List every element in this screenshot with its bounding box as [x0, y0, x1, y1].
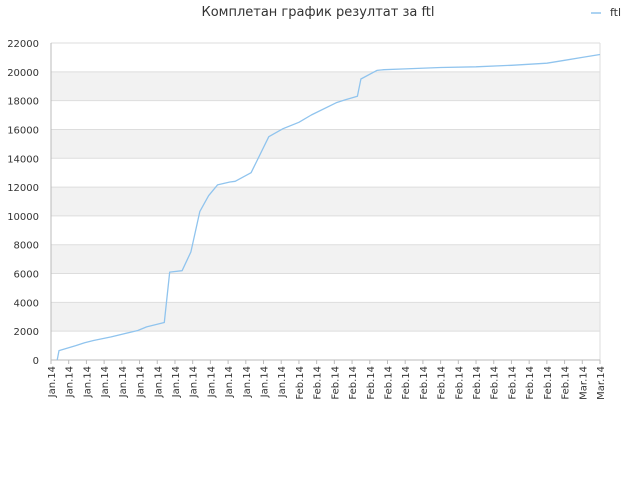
plot-bands: [51, 43, 600, 360]
y-tick-labels: 0 2000 4000 6000 8000 10000 12000 14000 16000 180…: [7, 39, 39, 367]
plot-band: [51, 302, 600, 332]
x-tick-label: Jan.14: [242, 366, 253, 398]
legend-label-ftl: ftl: [610, 6, 621, 19]
series-line-ftl: [56, 53, 601, 361]
plot-band: [51, 129, 600, 159]
x-tick-label: Feb.14: [419, 366, 430, 400]
x-tick-label: Jan.14: [118, 366, 129, 398]
x-tick-label: Feb.14: [437, 366, 448, 400]
x-tick-label: Feb.14: [543, 366, 554, 400]
x-tick-label: Feb.14: [348, 366, 359, 400]
plot-band: [51, 71, 600, 101]
x-tick-label: Jan.14: [153, 366, 164, 398]
x-tick-label: Feb.14: [295, 366, 306, 400]
x-tick-label: Jan.14: [136, 366, 147, 398]
x-tick-label: Jan.14: [189, 366, 200, 398]
series-layer: [56, 53, 601, 361]
y-tick-label: 0: [33, 356, 39, 367]
y-tick-label: 4000: [14, 298, 39, 309]
chart-title: Комплетан график резултат за ftl: [201, 5, 434, 20]
x-tick-label: Jan.14: [277, 366, 288, 398]
plot-band: [51, 100, 600, 130]
x-tick-label: Jan.14: [100, 366, 111, 398]
grid-lines: [51, 42, 600, 361]
y-tick-label: 18000: [7, 97, 39, 108]
plot-band: [51, 215, 600, 245]
x-tick-label: Mar.14: [596, 366, 607, 400]
x-tick-label: Jan.14: [65, 366, 76, 398]
x-tick-label: Jan.14: [260, 366, 271, 398]
x-tick-label: Jan.14: [82, 366, 93, 398]
y-tick-label: 6000: [14, 270, 39, 281]
y-tick-label: 20000: [7, 68, 39, 79]
axes: [50, 43, 601, 361]
x-tick-label: Feb.14: [401, 366, 412, 400]
x-tick-label: Jan.14: [171, 366, 182, 398]
x-tick-label: Feb.14: [454, 366, 465, 400]
plot-band: [51, 158, 600, 188]
x-tick-label: Jan.14: [224, 366, 235, 398]
plot-band: [51, 331, 600, 360]
x-tick-label: Feb.14: [366, 366, 377, 400]
y-tick-label: 16000: [7, 125, 39, 136]
plot-band: [51, 244, 600, 274]
y-tick-label: 12000: [7, 183, 39, 194]
x-tick-label: Feb.14: [490, 366, 501, 400]
x-tick-label: Jan.14: [206, 366, 217, 398]
x-tick-label: Mar.14: [578, 366, 589, 400]
y-tick-label: 2000: [14, 327, 39, 338]
x-tick-label: Feb.14: [561, 366, 572, 400]
x-tick-label: Feb.14: [472, 366, 483, 400]
x-tick-label: Feb.14: [507, 366, 518, 400]
y-tick-label: 8000: [14, 241, 39, 252]
y-tick-label: 10000: [7, 212, 39, 223]
x-tick-label: Feb.14: [525, 366, 536, 400]
legend: ftl: [591, 6, 621, 19]
y-tick-label: 14000: [7, 154, 39, 165]
plot-band: [51, 43, 600, 72]
plot-band: [51, 187, 600, 216]
y-tick-label: 22000: [7, 39, 39, 50]
x-tick-label: Feb.14: [383, 366, 394, 400]
x-tick-label: Jan.14: [47, 366, 58, 398]
x-tick-label: Feb.14: [330, 366, 341, 400]
x-tick-label: Feb.14: [313, 366, 324, 400]
plot-band: [51, 273, 600, 303]
x-tick-labels: Jan.14 Jan.14 Jan.14 Jan.14 Jan.14 Jan.14 Jan.…: [47, 360, 607, 400]
